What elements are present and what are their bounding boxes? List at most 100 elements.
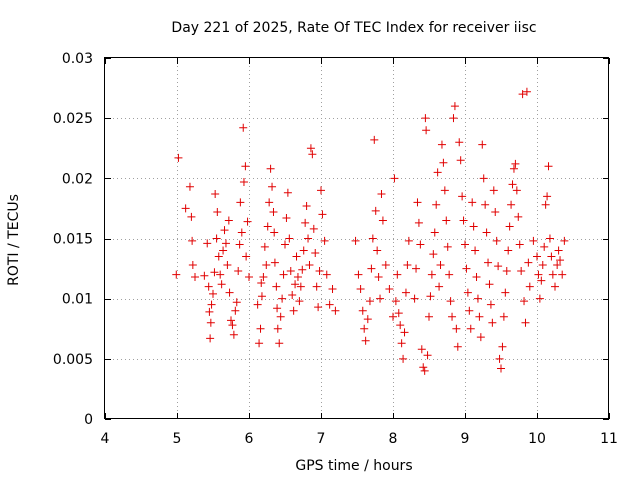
data-point (242, 252, 251, 261)
data-point (361, 336, 370, 345)
data-point (403, 260, 412, 269)
data-point (498, 342, 507, 351)
data-point (453, 342, 462, 351)
data-point (385, 285, 394, 294)
data-point (354, 270, 363, 279)
data-point (356, 285, 365, 294)
data-point (391, 297, 400, 306)
data-point (396, 321, 405, 330)
data-point (494, 262, 503, 271)
data-point (491, 208, 500, 217)
plot-frame (104, 57, 609, 419)
data-point (522, 87, 531, 96)
data-point (484, 258, 493, 267)
data-point (423, 351, 432, 360)
data-point (478, 140, 487, 149)
data-point (302, 202, 311, 211)
data-point (306, 144, 315, 153)
data-point (437, 140, 446, 149)
x-tick-label: 11 (600, 431, 618, 447)
data-point (479, 174, 488, 183)
data-point (461, 240, 469, 249)
grid-lines (105, 58, 609, 419)
data-point (207, 300, 216, 309)
data-point (456, 156, 465, 165)
y-tick-label: 0.015 (53, 232, 93, 248)
data-point (209, 289, 217, 298)
data-point (547, 252, 556, 261)
data-point (417, 345, 426, 354)
data-point (265, 198, 274, 207)
data-point (241, 162, 250, 171)
data-point (488, 318, 497, 327)
data-point (476, 333, 485, 342)
data-point (540, 242, 549, 251)
x-tick-label: 9 (461, 431, 470, 447)
data-point (512, 186, 521, 195)
chart-title: Day 221 of 2025, Rate Of TEC Index for r… (171, 20, 536, 36)
data-point (489, 186, 498, 195)
data-point (276, 312, 285, 321)
data-point (492, 236, 501, 245)
data-point (435, 282, 444, 291)
data-point (301, 218, 310, 227)
data-point (419, 363, 428, 372)
data-point (172, 270, 181, 279)
data-point (187, 212, 196, 221)
x-tick-label: 10 (528, 431, 546, 447)
data-point (469, 222, 478, 231)
data-point (471, 246, 480, 255)
data-point (553, 260, 562, 269)
data-point (446, 297, 455, 306)
data-point (450, 102, 459, 111)
data-point (541, 200, 550, 209)
x-tick-label: 4 (101, 431, 110, 447)
data-point (259, 273, 268, 282)
data-point (370, 135, 379, 144)
data-point (286, 266, 295, 275)
data-point (502, 266, 511, 275)
data-point (482, 228, 491, 237)
data-point (508, 180, 517, 189)
data-point (521, 318, 530, 327)
data-point (228, 321, 237, 330)
data-point (439, 158, 448, 167)
data-point (360, 324, 369, 333)
data-point (231, 306, 240, 315)
data-point (312, 282, 321, 291)
data-point (220, 226, 229, 235)
data-point (524, 258, 533, 267)
data-point (263, 222, 272, 231)
data-point (260, 242, 269, 251)
data-point (468, 198, 477, 207)
data-point (535, 294, 544, 303)
data-point (315, 266, 324, 275)
data-point (368, 234, 377, 243)
data-point (425, 312, 433, 321)
data-point (292, 252, 301, 261)
data-point (211, 189, 220, 198)
data-point (243, 217, 252, 226)
data-point (412, 264, 421, 273)
data-point (289, 306, 298, 315)
data-point (363, 315, 372, 324)
data-point (298, 265, 307, 274)
data-point (204, 282, 213, 291)
data-point (381, 260, 390, 269)
data-point (268, 182, 277, 191)
data-point (517, 266, 526, 275)
data-point (518, 90, 527, 99)
data-point (397, 339, 406, 348)
x-tick-label: 6 (245, 431, 254, 447)
data-point (188, 260, 197, 269)
data-point (214, 252, 223, 261)
data-point (459, 216, 468, 225)
data-point (422, 126, 431, 135)
data-point (367, 264, 376, 273)
data-point (486, 300, 495, 309)
data-point (455, 138, 464, 147)
data-point (452, 324, 461, 333)
y-tick-label: 0.025 (53, 111, 93, 127)
data-point (538, 260, 547, 269)
